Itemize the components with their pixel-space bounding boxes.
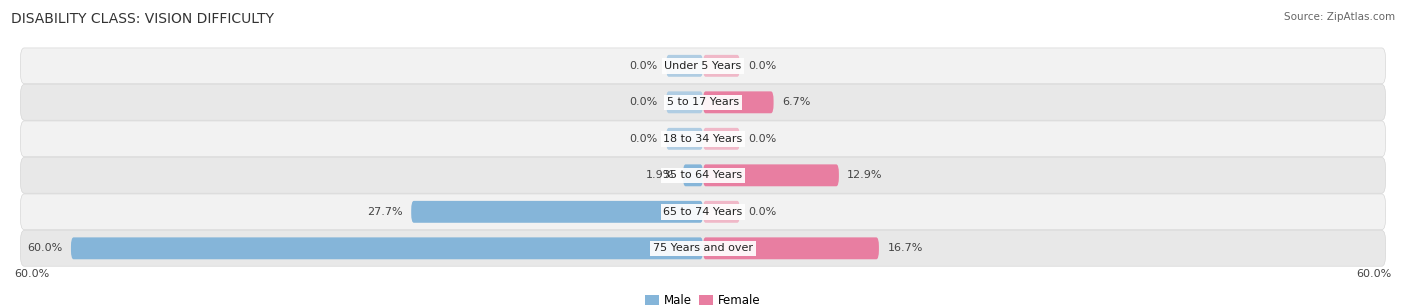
- FancyBboxPatch shape: [20, 84, 1386, 120]
- Text: 6.7%: 6.7%: [782, 97, 810, 107]
- FancyBboxPatch shape: [70, 237, 703, 259]
- Legend: Male, Female: Male, Female: [641, 289, 765, 305]
- Text: 75 Years and over: 75 Years and over: [652, 243, 754, 253]
- Text: DISABILITY CLASS: VISION DIFFICULTY: DISABILITY CLASS: VISION DIFFICULTY: [11, 12, 274, 26]
- FancyBboxPatch shape: [703, 237, 879, 259]
- FancyBboxPatch shape: [20, 231, 1386, 266]
- Text: 0.0%: 0.0%: [630, 61, 658, 71]
- Text: 0.0%: 0.0%: [748, 134, 776, 144]
- FancyBboxPatch shape: [20, 121, 1386, 157]
- Text: Source: ZipAtlas.com: Source: ZipAtlas.com: [1284, 12, 1395, 22]
- Text: 60.0%: 60.0%: [1357, 270, 1392, 279]
- FancyBboxPatch shape: [703, 201, 740, 223]
- FancyBboxPatch shape: [666, 55, 703, 77]
- Text: 0.0%: 0.0%: [748, 207, 776, 217]
- Text: 1.9%: 1.9%: [647, 170, 675, 180]
- Text: 5 to 17 Years: 5 to 17 Years: [666, 97, 740, 107]
- Text: Under 5 Years: Under 5 Years: [665, 61, 741, 71]
- Text: 0.0%: 0.0%: [630, 97, 658, 107]
- Text: 60.0%: 60.0%: [27, 243, 62, 253]
- Text: 12.9%: 12.9%: [848, 170, 883, 180]
- FancyBboxPatch shape: [411, 201, 703, 223]
- Text: 60.0%: 60.0%: [14, 270, 49, 279]
- Text: 16.7%: 16.7%: [887, 243, 922, 253]
- FancyBboxPatch shape: [703, 164, 839, 186]
- Text: 0.0%: 0.0%: [748, 61, 776, 71]
- Text: 27.7%: 27.7%: [367, 207, 402, 217]
- FancyBboxPatch shape: [703, 55, 740, 77]
- FancyBboxPatch shape: [683, 164, 703, 186]
- FancyBboxPatch shape: [703, 128, 740, 150]
- FancyBboxPatch shape: [703, 92, 773, 113]
- Text: 18 to 34 Years: 18 to 34 Years: [664, 134, 742, 144]
- Text: 35 to 64 Years: 35 to 64 Years: [664, 170, 742, 180]
- FancyBboxPatch shape: [666, 92, 703, 113]
- FancyBboxPatch shape: [666, 128, 703, 150]
- FancyBboxPatch shape: [20, 48, 1386, 84]
- Text: 0.0%: 0.0%: [630, 134, 658, 144]
- FancyBboxPatch shape: [20, 194, 1386, 230]
- FancyBboxPatch shape: [20, 157, 1386, 193]
- Text: 65 to 74 Years: 65 to 74 Years: [664, 207, 742, 217]
